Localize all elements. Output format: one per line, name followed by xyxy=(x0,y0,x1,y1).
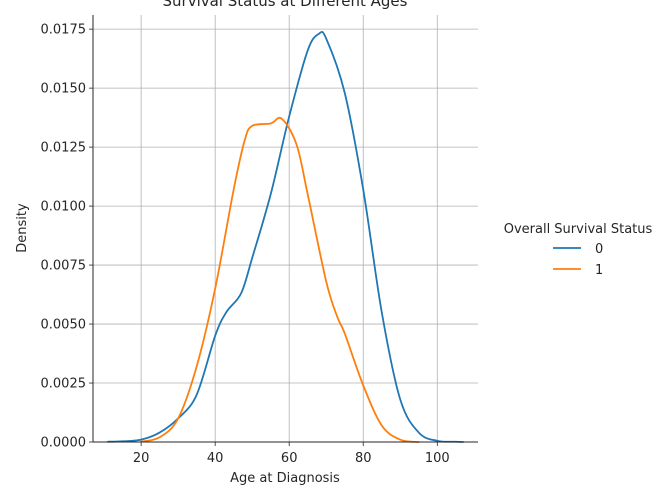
x-tick-label: 80 xyxy=(355,451,372,466)
legend: Overall Survival Status 01 xyxy=(504,222,653,278)
x-tick-label: 20 xyxy=(133,451,150,466)
grid xyxy=(93,15,478,443)
y-tick-label: 0.0175 xyxy=(41,23,87,38)
legend-label-1: 1 xyxy=(595,263,603,278)
x-ticks: 20 40 60 80 100 xyxy=(133,442,450,466)
y-axis-label: Density xyxy=(15,203,30,253)
series-line-1 xyxy=(140,116,420,443)
chart-title: Survival Status at Different Ages xyxy=(163,0,408,10)
y-tick-label: 0.0050 xyxy=(41,318,87,333)
y-tick-label: 0.0100 xyxy=(41,200,87,215)
legend-label-0: 0 xyxy=(595,242,603,257)
y-tick-label: 0.0075 xyxy=(41,259,87,274)
legend-title: Overall Survival Status xyxy=(504,222,653,237)
y-ticks: 0.0000 0.0025 0.0050 0.0075 0.0100 0.0125 0.01… xyxy=(41,23,93,451)
y-tick-label: 0.0125 xyxy=(41,141,87,156)
x-tick-label: 40 xyxy=(207,451,224,466)
x-tick-label: 60 xyxy=(281,451,298,466)
x-tick-label: 100 xyxy=(425,451,450,466)
y-tick-label: 0.0000 xyxy=(41,436,87,451)
legend-items: 01 xyxy=(553,242,603,278)
y-tick-label: 0.0025 xyxy=(41,377,87,392)
series-lines xyxy=(106,30,465,443)
series-line-0 xyxy=(106,30,465,443)
x-axis-label: Age at Diagnosis xyxy=(230,471,340,486)
y-tick-label: 0.0150 xyxy=(41,82,87,97)
